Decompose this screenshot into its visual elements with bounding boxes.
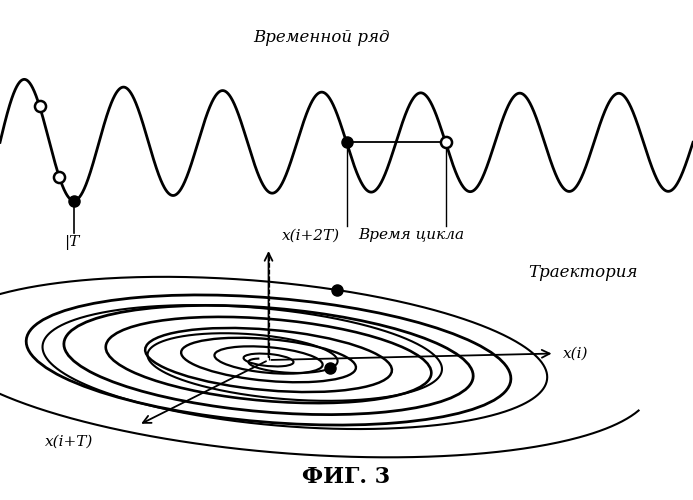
Text: Траектория: Траектория [528, 264, 638, 281]
Text: Время цикла: Время цикла [358, 228, 464, 242]
Text: Временной ряд: Временной ряд [254, 28, 390, 46]
Text: ФИГ. 3: ФИГ. 3 [302, 466, 391, 488]
Text: x(i+T): x(i+T) [45, 434, 94, 449]
Text: x(i): x(i) [563, 346, 588, 360]
Text: |T: |T [64, 235, 80, 250]
Text: x(i+2T): x(i+2T) [283, 229, 340, 243]
